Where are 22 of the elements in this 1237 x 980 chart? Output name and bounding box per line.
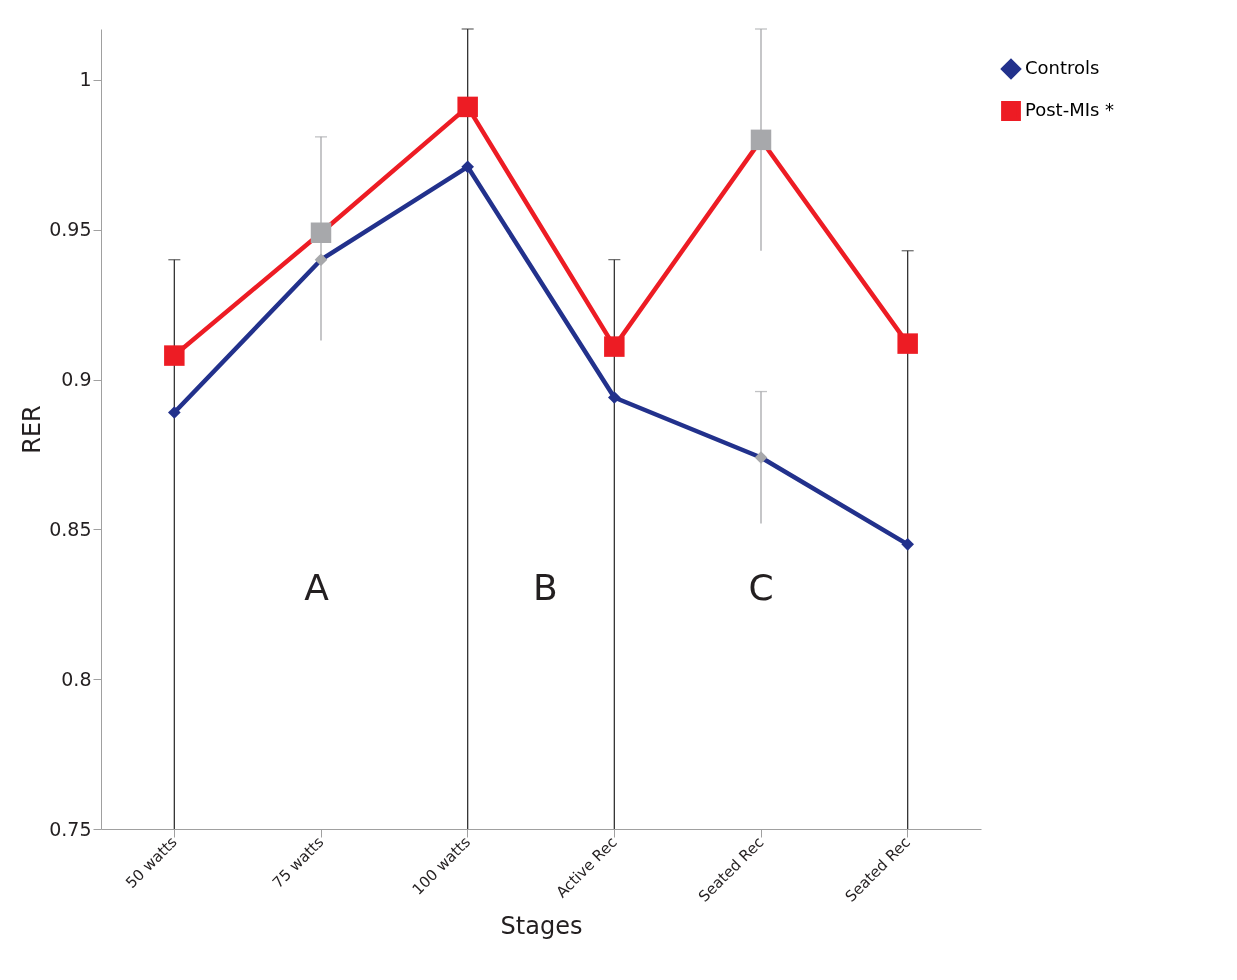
y-tick-label: 0.75: [49, 817, 92, 840]
y-tick-label: 0.85: [49, 517, 92, 540]
point: [164, 345, 185, 366]
y-tick-label: 0.95: [49, 218, 92, 241]
annotation: B: [533, 567, 558, 608]
y-axis-title: RER: [18, 405, 47, 454]
x-axis-title: Stages: [500, 911, 583, 940]
y-tick-label: 0.9: [61, 368, 92, 391]
y-tick-label: 0.8: [61, 667, 92, 690]
legend-label: Controls: [1025, 57, 1100, 78]
point: [604, 336, 625, 357]
point: [754, 451, 768, 464]
legend-label: Post-MIs *: [1025, 99, 1115, 120]
annotation: C: [748, 567, 774, 608]
point: [461, 160, 474, 174]
point: [750, 129, 772, 151]
point: [310, 222, 332, 243]
point: [897, 333, 918, 354]
annotation: A: [304, 567, 330, 608]
point: [457, 96, 478, 118]
y-tick-label: 1: [79, 68, 92, 91]
point: [314, 253, 328, 267]
